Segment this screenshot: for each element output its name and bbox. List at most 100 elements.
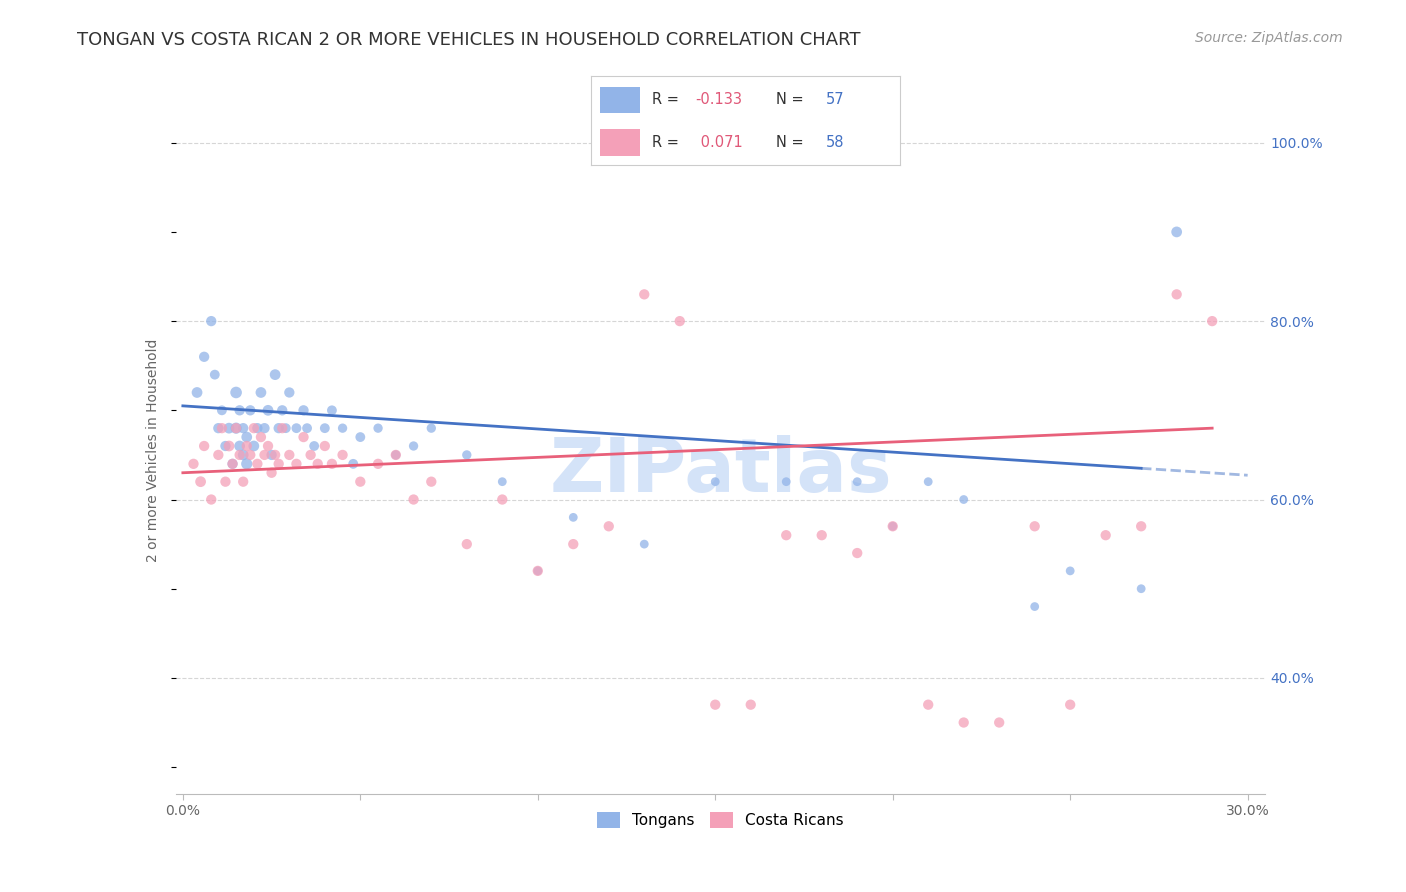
Point (264, 448, 287, 462)
Point (193, 439, 215, 453)
Point (775, 475, 797, 489)
Point (402, 492, 425, 507)
Text: 0.071: 0.071 (696, 136, 742, 150)
Point (271, 403, 294, 417)
Point (299, 448, 322, 462)
Point (228, 448, 250, 462)
Point (218, 439, 240, 453)
Point (740, 698, 762, 712)
Point (491, 475, 513, 489)
Point (257, 403, 280, 417)
Point (1130, 519, 1153, 533)
Point (302, 439, 325, 453)
Point (952, 715, 974, 730)
Point (367, 457, 389, 471)
Point (214, 439, 236, 453)
Point (246, 421, 269, 435)
Point (342, 457, 364, 471)
Point (456, 448, 478, 462)
Point (292, 430, 315, 444)
Point (420, 421, 443, 435)
Point (988, 715, 1011, 730)
Point (235, 430, 257, 444)
Point (225, 421, 247, 435)
Point (260, 466, 283, 480)
Point (633, 537, 655, 551)
Point (810, 528, 832, 542)
Point (278, 448, 301, 462)
Point (267, 457, 290, 471)
Point (321, 457, 343, 471)
Text: R =: R = (652, 136, 683, 150)
Point (1024, 599, 1046, 614)
Point (952, 492, 974, 507)
Point (239, 448, 262, 462)
Point (1059, 698, 1081, 712)
FancyBboxPatch shape (600, 129, 640, 156)
Point (235, 457, 257, 471)
Point (1166, 225, 1188, 239)
Text: TONGAN VS COSTA RICAN 2 OR MORE VEHICLES IN HOUSEHOLD CORRELATION CHART: TONGAN VS COSTA RICAN 2 OR MORE VEHICLES… (77, 31, 860, 49)
Point (1024, 519, 1046, 533)
Text: -0.133: -0.133 (696, 93, 742, 107)
Point (260, 448, 283, 462)
Point (225, 385, 247, 400)
Point (285, 457, 308, 471)
Point (349, 430, 371, 444)
Point (633, 287, 655, 301)
Point (598, 519, 620, 533)
Point (253, 448, 276, 462)
Point (243, 421, 266, 435)
Point (207, 448, 229, 462)
Point (385, 448, 408, 462)
Text: 58: 58 (825, 136, 844, 150)
Point (314, 439, 336, 453)
Point (218, 421, 240, 435)
Point (274, 421, 297, 435)
Point (295, 421, 318, 435)
Point (1059, 564, 1081, 578)
Point (402, 439, 425, 453)
Point (186, 385, 208, 400)
Point (307, 457, 329, 471)
Point (332, 448, 354, 462)
Point (235, 439, 257, 453)
Point (221, 457, 243, 471)
Point (207, 421, 229, 435)
Point (243, 439, 266, 453)
Point (193, 350, 215, 364)
Point (183, 457, 205, 471)
Point (1166, 287, 1188, 301)
Point (491, 492, 513, 507)
Point (1130, 582, 1153, 596)
Point (775, 528, 797, 542)
Point (278, 385, 301, 400)
Point (221, 457, 243, 471)
Point (228, 403, 250, 417)
Point (367, 421, 389, 435)
Legend: Tongans, Costa Ricans: Tongans, Costa Ricans (591, 806, 851, 834)
Point (1201, 314, 1223, 328)
Point (225, 421, 247, 435)
Point (562, 537, 585, 551)
Y-axis label: 2 or more Vehicles in Household: 2 or more Vehicles in Household (146, 339, 160, 562)
Text: 57: 57 (825, 93, 844, 107)
Point (250, 385, 273, 400)
Point (204, 368, 226, 382)
Text: N =: N = (776, 136, 808, 150)
Point (314, 421, 336, 435)
Point (917, 698, 939, 712)
Point (456, 537, 478, 551)
Point (211, 421, 233, 435)
Point (668, 314, 690, 328)
Text: Source: ZipAtlas.com: Source: ZipAtlas.com (1195, 31, 1343, 45)
Point (253, 421, 276, 435)
Point (190, 475, 212, 489)
Text: ZIPatlas: ZIPatlas (550, 434, 891, 508)
Point (264, 368, 287, 382)
Point (321, 403, 343, 417)
Text: N =: N = (776, 93, 808, 107)
Point (228, 439, 250, 453)
Point (232, 421, 254, 435)
Point (257, 439, 280, 453)
